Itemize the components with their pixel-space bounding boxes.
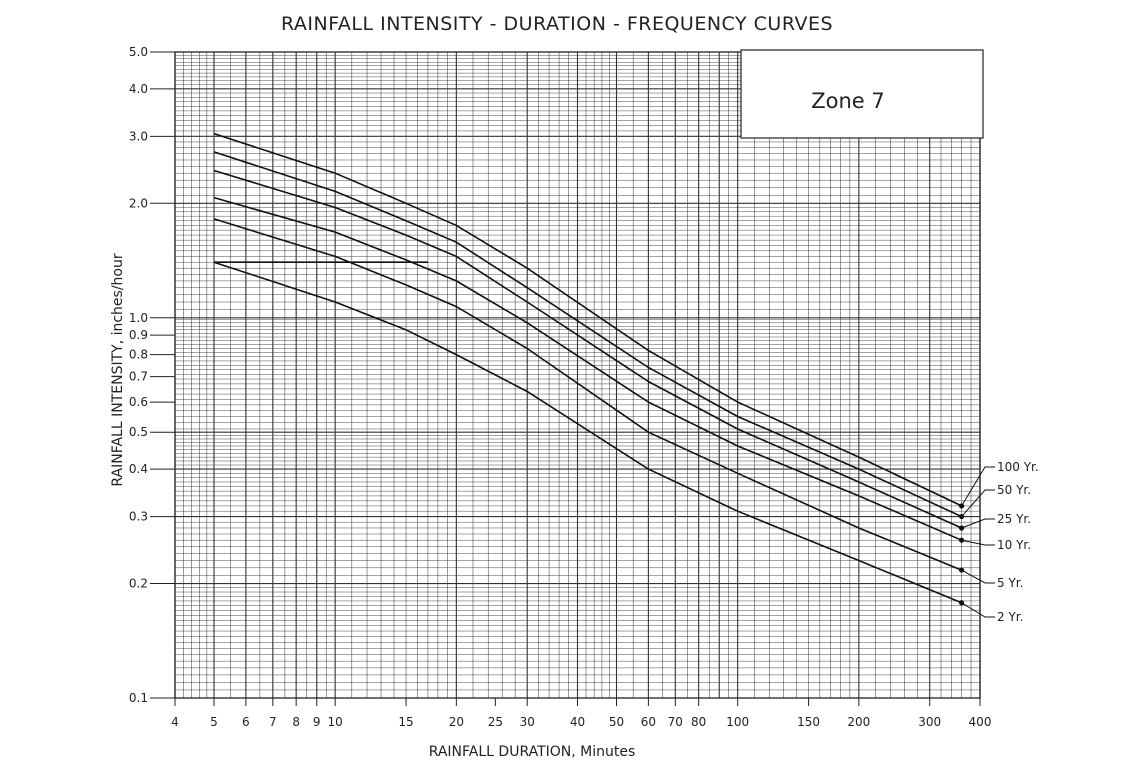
y-tick-label: 0.4 — [129, 462, 148, 476]
x-tick-label: 8 — [292, 715, 300, 729]
y-tick-label: 3.0 — [129, 129, 148, 143]
y-tick-label: 0.9 — [129, 328, 148, 342]
legend-label: 10 Yr. — [997, 538, 1031, 552]
x-tick-label: 150 — [797, 715, 820, 729]
series-line-10-yr- — [213, 196, 962, 541]
x-tick-label: 5 — [210, 715, 218, 729]
y-tick-label: 4.0 — [129, 82, 148, 96]
y-tick-label: 0.5 — [129, 425, 148, 439]
legend-leader-line — [961, 602, 995, 618]
x-tick-label: 15 — [398, 715, 413, 729]
legend-leader-line — [961, 539, 995, 546]
legend-label: 100 Yr. — [997, 460, 1039, 474]
series-line-25-yr- — [213, 169, 962, 529]
tick-labels: 4 5 6 7 8 9 10 15 20 25 30 40 50 60 70 80 100 150 200 300 40… — [129, 45, 992, 729]
x-tick-label: 300 — [918, 715, 941, 729]
x-tick-label: 30 — [520, 715, 535, 729]
x-tick-label: 200 — [847, 715, 870, 729]
x-tick-label: 20 — [449, 715, 464, 729]
x-tick-label: 40 — [570, 715, 585, 729]
series-line-100-yr- — [213, 132, 962, 507]
legend-label: 2 Yr. — [997, 610, 1023, 624]
series-line-5-yr- — [213, 218, 962, 571]
y-tick-label: 0.2 — [129, 577, 148, 591]
legend-leader-line — [961, 489, 995, 517]
y-tick-label: 0.6 — [129, 395, 148, 409]
x-tick-label: 100 — [726, 715, 749, 729]
chart-title: RAINFALL INTENSITY - DURATION - FREQUENC… — [281, 13, 833, 35]
legend-leader-line — [961, 518, 995, 529]
x-tick-label: 70 — [668, 715, 683, 729]
x-tick-label: 50 — [609, 715, 624, 729]
x-tick-label: 9 — [313, 715, 321, 729]
legend-label: 50 Yr. — [997, 483, 1031, 497]
legend-label: 5 Yr. — [997, 576, 1023, 590]
x-tick-label: 80 — [691, 715, 706, 729]
legend-label: 25 Yr. — [997, 512, 1031, 526]
grid — [174, 51, 981, 699]
zone-box — [740, 49, 984, 139]
y-tick-label: 5.0 — [129, 45, 148, 59]
x-tick-label: 10 — [328, 715, 343, 729]
x-tick-label: 400 — [969, 715, 992, 729]
y-tick-label: 1.0 — [129, 311, 148, 325]
legend-leader-line — [961, 466, 995, 507]
x-tick-label: 7 — [269, 715, 277, 729]
x-tick-label: 4 — [171, 715, 179, 729]
series-line-2-yr- — [213, 261, 962, 604]
y-tick-label: 0.7 — [129, 370, 148, 384]
series-line-50-yr- — [213, 151, 962, 518]
zone-label: Zone 7 — [811, 89, 885, 113]
legend-leader-line — [961, 569, 995, 584]
y-tick-label: 0.1 — [129, 691, 148, 705]
y-tick-label: 0.8 — [129, 348, 148, 362]
y-tick-label: 2.0 — [129, 196, 148, 210]
curves — [213, 132, 965, 606]
x-axis-label: RAINFALL DURATION, Minutes — [429, 744, 636, 760]
y-axis-label: RAINFALL INTENSITY, inches/hour — [110, 253, 126, 486]
y-tick-label: 0.3 — [129, 510, 148, 524]
legend: 100 Yr. 50 Yr. 25 Yr. 10 Yr. 5 Yr. 2 Yr. — [961, 460, 1039, 624]
x-tick-label: 25 — [488, 715, 503, 729]
x-tick-label: 6 — [242, 715, 250, 729]
x-tick-label: 60 — [641, 715, 656, 729]
